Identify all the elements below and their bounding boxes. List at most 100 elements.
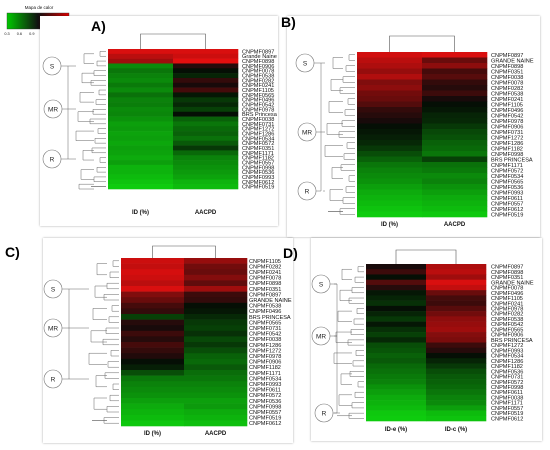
row-label: CNPMF0565 bbox=[242, 93, 274, 99]
heatmap-cell bbox=[366, 394, 427, 401]
heatmap-cell bbox=[366, 379, 427, 385]
heatmap-cell bbox=[108, 49, 174, 55]
row-label: CNPMF0496 bbox=[249, 309, 281, 315]
panel-letter-a: A) bbox=[91, 18, 106, 34]
row-label: CNPMF1272 bbox=[249, 348, 281, 354]
group-label: S bbox=[51, 286, 56, 293]
row-label: CNPMF1182 bbox=[242, 156, 274, 162]
heatmap-cell bbox=[422, 79, 488, 86]
row-label: CNPMF0038 bbox=[491, 395, 523, 401]
row-label: CNPMF0612 bbox=[491, 416, 523, 422]
row-label: CNPMF0998 bbox=[491, 385, 523, 391]
heatmap-cell bbox=[422, 112, 488, 119]
group-marker-r: R bbox=[43, 369, 63, 389]
heatmap-cell bbox=[357, 96, 423, 102]
heatmap-cell bbox=[184, 336, 248, 343]
heatmap-cell bbox=[173, 179, 239, 185]
row-label: CNPMF1286 bbox=[491, 359, 523, 365]
heatmap-cell bbox=[121, 386, 185, 393]
row-label: CNPMF0565 bbox=[491, 179, 523, 185]
heatmap-cell bbox=[366, 264, 427, 270]
heatmap-cell bbox=[366, 290, 427, 296]
heatmap-cell bbox=[422, 173, 488, 179]
heatmap-cell bbox=[426, 326, 487, 333]
heatmap-cell bbox=[366, 363, 427, 369]
row-label: CNPMF0241 bbox=[491, 301, 523, 307]
heatmap-cell bbox=[357, 162, 423, 168]
heatmap-cell bbox=[426, 389, 487, 396]
heatmap-cell bbox=[121, 375, 185, 382]
heatmap-cell bbox=[173, 82, 239, 88]
row-label: CNPMF0282 bbox=[242, 78, 274, 84]
heatmap-cell bbox=[366, 305, 427, 312]
heatmap-cell bbox=[422, 101, 488, 108]
row-label: CNPMF0534 bbox=[491, 174, 523, 180]
row-label: CNPMF0496 bbox=[242, 98, 274, 104]
column-dendrogram bbox=[152, 245, 216, 258]
heatmap-cell bbox=[366, 284, 427, 291]
row-dendrogram bbox=[61, 51, 106, 190]
heatmap-cell bbox=[366, 389, 427, 396]
heatmap-cell bbox=[426, 284, 487, 291]
heatmap-cell bbox=[121, 364, 185, 371]
row-label: CNPMF1272 bbox=[242, 127, 274, 133]
row-label: CNPMF0538 bbox=[491, 317, 523, 323]
heatmap-cell bbox=[426, 264, 487, 270]
heatmap-cell bbox=[108, 97, 174, 103]
row-label: CNPMF0572 bbox=[242, 141, 274, 147]
heatmap-cell bbox=[357, 118, 423, 124]
row-label: CNPMF0078 bbox=[249, 276, 281, 282]
row-label: CNPMF1286 bbox=[242, 131, 274, 137]
row-label: CNPMF0078 bbox=[491, 286, 523, 292]
heatmap-cell bbox=[422, 118, 488, 124]
heatmap-c: S MR R CNPMF1105CNPMF0282CNPMF0241CNPMF0078… bbox=[43, 245, 292, 437]
heatmap-cell bbox=[121, 370, 185, 376]
heatmap-cell bbox=[121, 269, 185, 276]
heatmap-cell bbox=[108, 121, 174, 127]
heatmap-cell bbox=[121, 274, 185, 281]
heatmap-cell bbox=[426, 274, 487, 280]
row-label: CNPMF0496 bbox=[491, 108, 523, 114]
heatmap-cell bbox=[184, 386, 248, 393]
heatmap-cells bbox=[366, 264, 487, 422]
heatmap-cell bbox=[357, 134, 423, 141]
row-label: CNPMF0519 bbox=[491, 411, 523, 417]
row-label: CNPMF1272 bbox=[491, 343, 523, 349]
heatmap-cell bbox=[184, 280, 248, 287]
row-label: CNPMF0038 bbox=[242, 117, 274, 123]
heatmap-cell bbox=[108, 58, 174, 64]
column-label: ID-c (%) bbox=[445, 427, 467, 433]
heatmap-cell bbox=[121, 392, 185, 399]
heatmap-cell bbox=[121, 358, 185, 365]
heatmap-cell bbox=[173, 116, 239, 122]
heatmap-cell bbox=[422, 57, 488, 64]
heatmap-cell bbox=[184, 269, 248, 276]
row-label: CNPMF0897 bbox=[491, 53, 523, 59]
row-label: CNPMF0897 bbox=[242, 49, 274, 55]
heatmap-cell bbox=[357, 57, 423, 64]
heatmap-cell bbox=[108, 135, 174, 142]
heatmap-cell bbox=[422, 90, 488, 97]
heatmap-cell bbox=[357, 173, 423, 179]
heatmap-cell bbox=[184, 258, 248, 264]
heatmap-cell bbox=[184, 409, 248, 416]
legend-tick: 0.9 bbox=[29, 32, 34, 36]
heatmap-cell bbox=[366, 368, 427, 375]
heatmap-cell bbox=[173, 111, 239, 117]
heatmap-cell bbox=[184, 370, 248, 376]
heatmap-cell bbox=[108, 145, 174, 151]
heatmap-cell bbox=[366, 274, 427, 280]
row-label: CNPMF0534 bbox=[491, 354, 523, 360]
group-label: R bbox=[322, 410, 327, 417]
heatmap-cell bbox=[121, 291, 185, 298]
heatmap-cell bbox=[366, 347, 427, 354]
heatmap-cell bbox=[357, 123, 423, 130]
legend-title: Mapa de calor bbox=[25, 5, 54, 10]
heatmap-cell bbox=[121, 297, 185, 304]
heatmap-cell bbox=[184, 398, 248, 404]
heatmap-cell bbox=[366, 269, 427, 275]
heatmap-cell bbox=[422, 134, 488, 141]
heatmap-cell bbox=[426, 347, 487, 354]
heatmap-cell bbox=[366, 337, 427, 343]
